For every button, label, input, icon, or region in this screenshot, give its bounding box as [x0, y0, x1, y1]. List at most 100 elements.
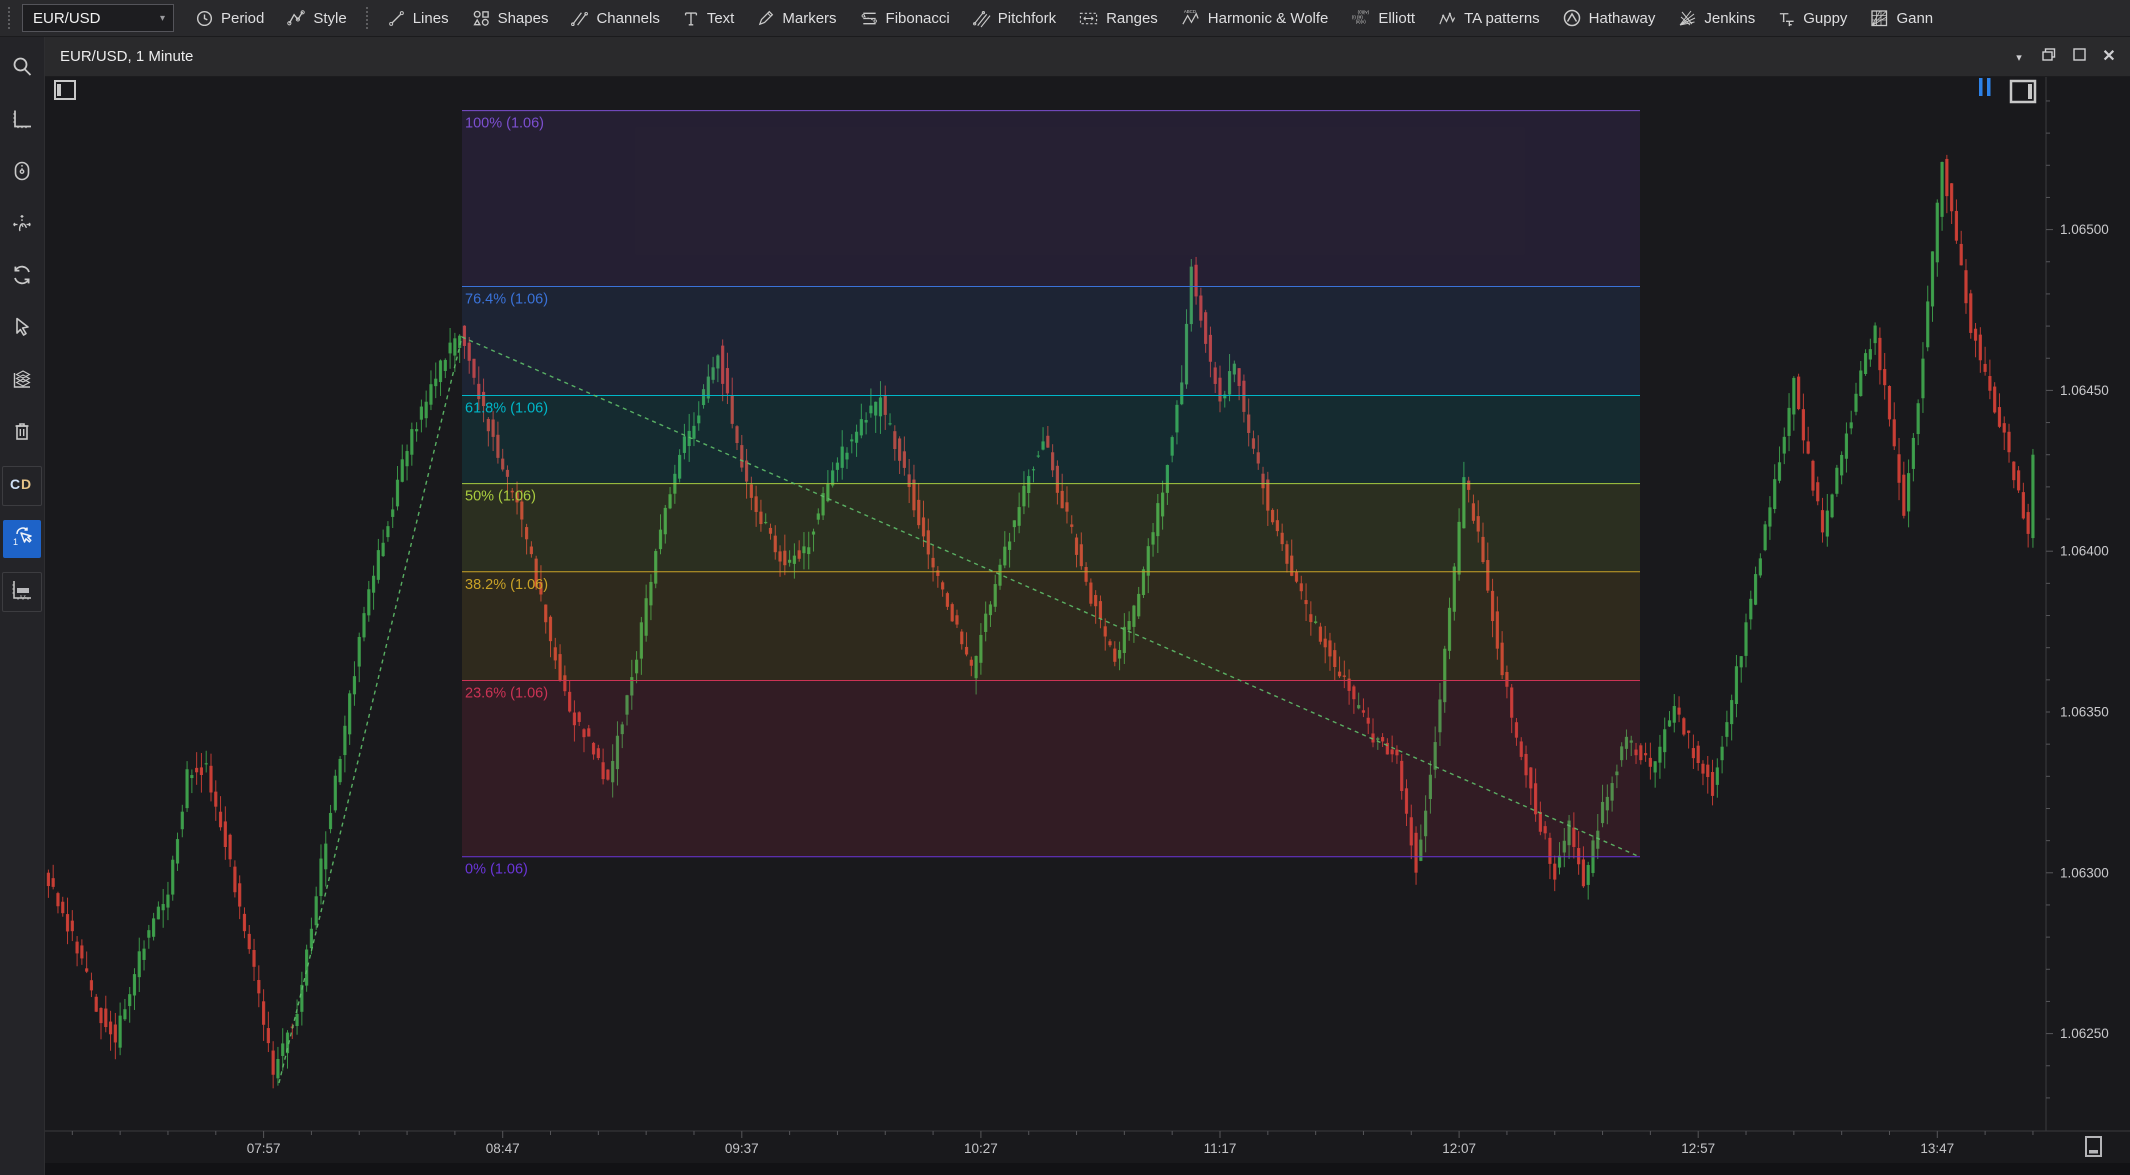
search-icon [10, 55, 34, 84]
maximize-icon [2072, 48, 2086, 64]
click-trade-tool-icon: 1 [9, 524, 35, 555]
svg-text:(ii)(v): (ii)(v) [1356, 19, 1367, 24]
toolbar-button-jenkins[interactable]: Jenkins [1666, 1, 1766, 35]
gann-icon [1869, 8, 1889, 28]
time-axis-label: 10:27 [964, 1141, 998, 1156]
toolbar-button-label: Channels [596, 9, 660, 27]
sidebar-tool-delete[interactable] [3, 414, 41, 452]
sidebar-tool-measure-tool[interactable]: v x [2, 572, 42, 612]
hathaway-icon [1562, 8, 1582, 28]
fib-level-label: 50% (1.06) [465, 489, 536, 505]
pan-icon [10, 211, 34, 240]
chart-scale-icon [10, 107, 34, 136]
drag-handle-icon[interactable] [2, 5, 16, 31]
sidebar-tool-magnet[interactable] [3, 154, 41, 192]
time-axis-label: 11:17 [1204, 1141, 1237, 1156]
line-icon [387, 9, 406, 28]
chart-area[interactable]: 100% (1.06) 76.4% (1.06) 61.8% (1.06) 50% (… [44, 76, 2130, 1175]
svg-text:C: C [10, 476, 20, 492]
sidebar-tool-cursor-select[interactable] [3, 310, 41, 348]
toolbar-button-markers[interactable]: Markers [745, 1, 847, 35]
fib-level-label: 61.8% (1.06) [465, 401, 548, 417]
fib-level-label: 38.2% (1.06) [465, 577, 548, 593]
marker-icon [756, 9, 775, 28]
price-axis[interactable]: 1.06500 1.06450 1.06400 1.06350 1.06300 1.062… [2046, 100, 2109, 1099]
candles-up [118, 161, 2035, 1086]
toolbar-button-guppy[interactable]: Guppy [1766, 1, 1858, 35]
clock-icon [195, 9, 214, 28]
toolbar-button-channels[interactable]: Channels [559, 1, 670, 35]
monitor-icon[interactable] [2084, 1135, 2104, 1164]
toolbar-button-label: Gann [1896, 9, 1934, 27]
toolbar-button-style[interactable]: Style [275, 1, 357, 35]
layers-icon [10, 367, 34, 396]
close-icon: ✕ [2102, 48, 2116, 65]
restore-window-button[interactable] [2036, 43, 2062, 69]
sidebar-tool-refresh[interactable] [3, 258, 41, 296]
toolbar-button-pitchfork[interactable]: Pitchfork [961, 1, 1067, 35]
toolbar-button-label: Style [313, 9, 347, 27]
fib-trendline[interactable] [278, 336, 1641, 1084]
guppy-icon [1777, 9, 1796, 28]
chart-window-titlebar[interactable]: EUR/USD, 1 Minute ▾ ✕ [44, 36, 2130, 77]
maximize-window-button[interactable] [2066, 43, 2092, 69]
window-menu-button[interactable]: ▾ [2006, 43, 2032, 69]
price-axis-label: 1.06500 [2060, 222, 2109, 237]
toolbar-button-hathaway[interactable]: Hathaway [1551, 1, 1667, 35]
sidebar-tool-search[interactable] [3, 50, 41, 88]
price-axis-label: 1.06350 [2060, 705, 2109, 720]
toolbar-button-label: Jenkins [1704, 9, 1756, 27]
time-axis-label: 07:57 [247, 1141, 281, 1156]
toolbar-button-text[interactable]: Text [671, 1, 746, 35]
time-axis-label: 08:47 [486, 1141, 520, 1156]
toolbar-button-ta-patterns[interactable]: TA patterns [1426, 1, 1551, 35]
cascade-icon [2042, 48, 2056, 64]
toolbar-button-shapes[interactable]: Shapes [460, 1, 560, 35]
symbol-select[interactable]: EUR/USD ▾ [22, 4, 174, 32]
toolbar-button-lines[interactable]: Lines [376, 1, 460, 35]
drag-handle-icon[interactable] [360, 5, 374, 31]
time-axis[interactable]: 07:57 08:47 09:37 10:27 11:17 12:07 12:57 13:47 [71, 1131, 2034, 1156]
delete-icon [10, 419, 34, 448]
symbol-label: EUR/USD [33, 9, 101, 27]
sidebar-tool-pan[interactable] [3, 206, 41, 244]
sidebar-tool-layers[interactable] [3, 362, 41, 400]
toolbar-button-label: Fibonacci [885, 9, 950, 27]
price-axis-label: 1.06450 [2060, 383, 2109, 398]
collapse-left-panel-icon[interactable] [52, 78, 78, 107]
toolbar-button-harmonic-wolfe[interactable]: ABCD Harmonic & Wolfe [1169, 1, 1340, 35]
sidebar-tool-click-trade-tool[interactable]: 1 [3, 520, 41, 558]
fib-level-label: 0% (1.06) [465, 862, 528, 878]
time-axis-label: 12:57 [1681, 1141, 1715, 1156]
toolbar-button-label: Text [706, 9, 735, 27]
close-window-button[interactable]: ✕ [2096, 43, 2122, 69]
top-toolbar: EUR/USD ▾ Period Style Lines Shapes Channels… [0, 0, 2130, 37]
price-axis-label: 1.06250 [2060, 1026, 2109, 1041]
chart-window-title: EUR/USD, 1 Minute [60, 47, 194, 65]
toolbar-button-ranges[interactable]: Ranges [1067, 1, 1169, 35]
price-chart[interactable]: 100% (1.06) 76.4% (1.06) 61.8% (1.06) 50% (… [44, 76, 2130, 1175]
shapes-icon [471, 9, 491, 28]
sidebar-tool-chart-scale[interactable] [3, 102, 41, 140]
toolbar-buttons: Period Style Lines Shapes Channels Text Marker… [184, 0, 1944, 36]
toolbar-button-label: Pitchfork [997, 9, 1057, 27]
toolbar-button-label: Hathaway [1588, 9, 1656, 27]
window-controls: ▾ ✕ [2006, 43, 2122, 69]
fibonacci-retracement[interactable]: 100% (1.06) 76.4% (1.06) 61.8% (1.06) 50% (… [462, 110, 1640, 878]
price-axis-label: 1.06300 [2060, 865, 2109, 880]
ta-icon [1437, 9, 1457, 28]
toolbar-button-label: Lines [412, 9, 449, 27]
time-axis-label: 13:47 [1920, 1141, 1954, 1156]
svg-text:v x: v x [20, 593, 27, 598]
toolbar-button-label: Ranges [1106, 9, 1158, 27]
toolbar-button-period[interactable]: Period [184, 1, 275, 35]
toolbar-button-label: Markers [782, 9, 837, 27]
pause-autoscroll-icon[interactable] [1976, 76, 1994, 103]
toolbar-button-elliott[interactable]: (0)(iv) (i) (iii) (ii)(v) Elliott [1339, 1, 1426, 35]
toolbar-button-fibonacci[interactable]: Fibonacci [848, 1, 961, 35]
expand-right-panel-icon[interactable] [2008, 78, 2038, 109]
toolbar-button-gann[interactable]: Gann [1858, 1, 1944, 35]
